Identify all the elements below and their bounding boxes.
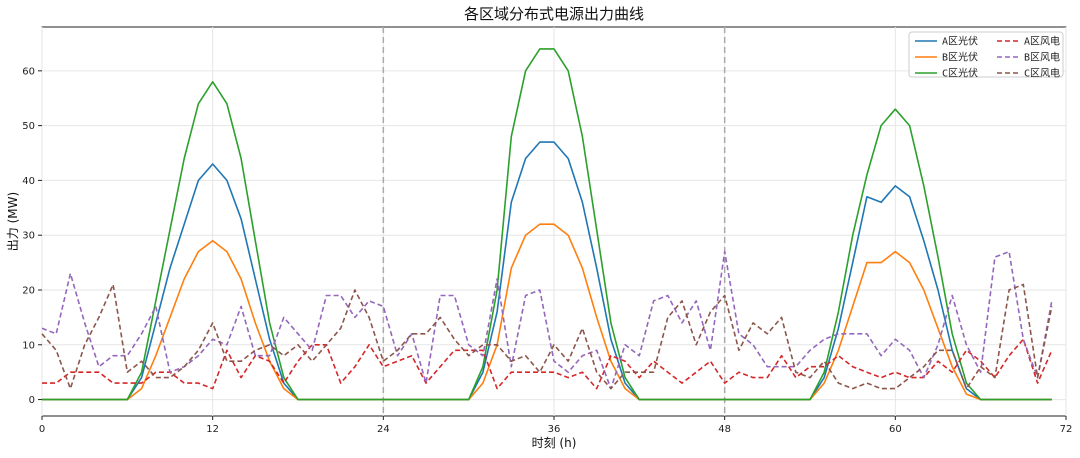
y-tick-label: 20 (22, 285, 35, 296)
y-axis-label: 出力 (MW) (6, 192, 20, 251)
y-axis-ticks: 0 10 20 30 40 50 60 (22, 66, 42, 406)
y-tick-label: 50 (22, 121, 35, 132)
vline-layer (382, 27, 726, 416)
legend-label: C区风电 (1024, 67, 1060, 80)
legend-label: B区风电 (1024, 51, 1060, 64)
x-axis-ticks: 0 12 24 36 48 60 72 (39, 416, 1073, 435)
x-tick-label: 12 (206, 424, 219, 435)
y-tick-label: 30 (22, 231, 35, 242)
y-tick-label: 60 (22, 66, 35, 77)
x-axis-label: 时刻 (h) (532, 436, 577, 450)
series-line-1 (42, 223, 1052, 401)
legend-label: C区光伏 (942, 67, 978, 80)
y-tick-label: 0 (29, 395, 35, 406)
series-line-2 (42, 48, 1052, 401)
x-tick-label: 24 (377, 424, 390, 435)
x-tick-label: 36 (548, 424, 561, 435)
y-tick-label: 10 (22, 340, 35, 351)
series-line-5 (41, 283, 1053, 390)
x-tick-label: 48 (718, 424, 731, 435)
legend-box (908, 31, 1064, 78)
legend-label: B区光伏 (942, 51, 978, 64)
series-layer (41, 48, 1053, 401)
x-tick-label: 72 (1060, 424, 1073, 435)
legend: A区光伏 B区光伏 C区光伏 A区风电 B区风电 C区风电 (908, 31, 1064, 80)
x-tick-label: 60 (889, 424, 902, 435)
series-line-3 (42, 338, 1053, 390)
legend-label: A区风电 (1024, 35, 1060, 48)
y-tick-label: 40 (22, 176, 35, 187)
x-tick-label: 0 (39, 424, 45, 435)
series-line-0 (42, 141, 1052, 401)
legend-label: A区光伏 (942, 35, 978, 48)
chart-title: 各区域分布式电源出力曲线 (464, 5, 644, 23)
